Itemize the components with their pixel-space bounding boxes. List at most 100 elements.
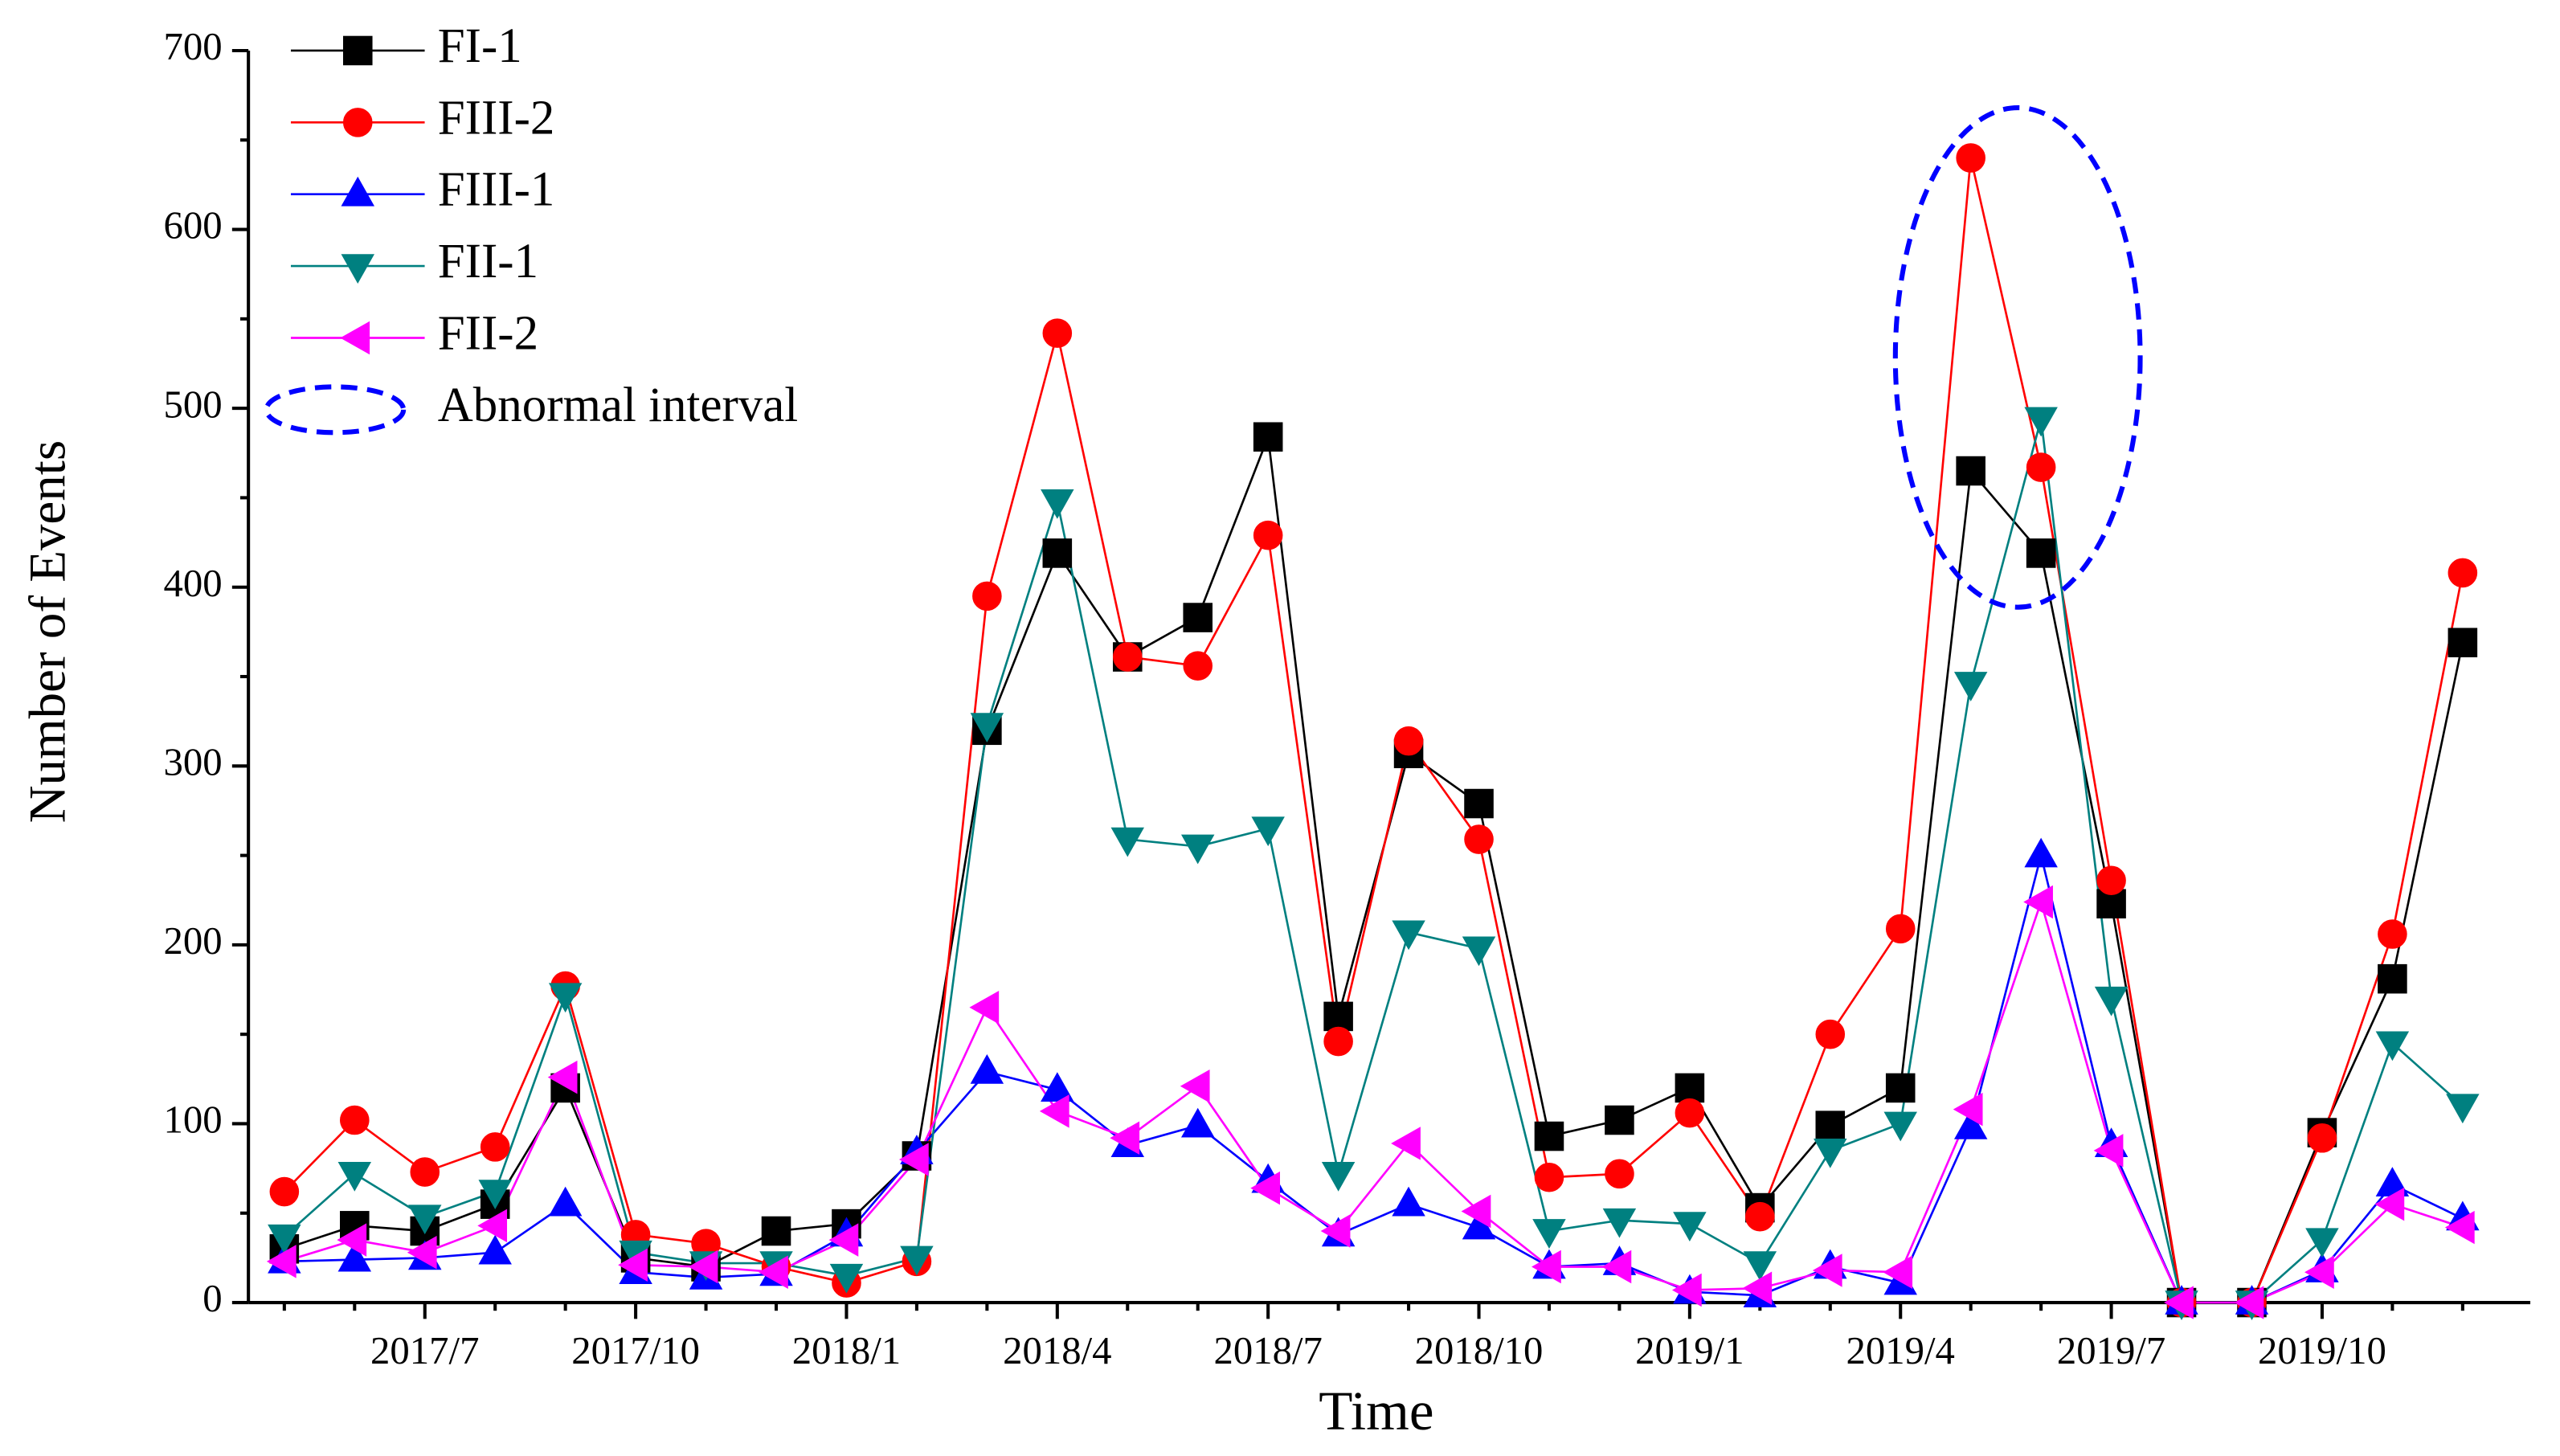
y-tick-label: 100 xyxy=(164,1098,223,1142)
data-point xyxy=(1532,1219,1566,1249)
data-point xyxy=(761,1216,791,1246)
data-point xyxy=(2304,1255,2334,1289)
data-point xyxy=(1042,318,1073,348)
data-point xyxy=(1883,1111,1917,1142)
legend-marker xyxy=(341,176,374,207)
data-point xyxy=(829,1263,864,1294)
data-point xyxy=(1183,651,1213,681)
y-tick-label: 0 xyxy=(202,1277,222,1320)
data-point xyxy=(1183,603,1213,632)
legend-marker xyxy=(341,254,374,284)
data-point xyxy=(548,1186,583,1217)
data-point xyxy=(478,1234,512,1265)
legend-marker xyxy=(340,321,370,355)
data-point xyxy=(900,1245,934,1276)
data-point xyxy=(1601,1249,1632,1284)
data-point xyxy=(2093,1134,2124,1168)
data-point xyxy=(972,581,1002,611)
data-point xyxy=(2378,963,2407,994)
x-axis-label: Time xyxy=(1319,1380,1433,1442)
data-point xyxy=(898,1143,929,1176)
data-point xyxy=(2026,452,2056,482)
data-point xyxy=(1180,1107,1215,1138)
x-tick-label: 2017/10 xyxy=(571,1329,700,1372)
data-point xyxy=(2024,407,2058,437)
y-tick-label: 700 xyxy=(164,25,223,68)
x-tick-label: 2018/1 xyxy=(792,1329,901,1372)
data-point xyxy=(1041,1072,1074,1102)
legend-ellipse xyxy=(264,384,407,436)
data-point xyxy=(1532,1249,1561,1284)
data-point xyxy=(1253,422,1283,452)
data-point xyxy=(1110,827,1145,857)
data-point xyxy=(1673,1212,1707,1242)
data-point xyxy=(337,1223,367,1257)
data-point xyxy=(970,1053,1004,1084)
data-point xyxy=(1462,936,1496,967)
legend-label: FIII-1 xyxy=(438,163,555,217)
data-point xyxy=(268,1224,301,1254)
data-point xyxy=(1039,1094,1069,1128)
data-point xyxy=(2448,558,2478,588)
data-point xyxy=(547,1060,578,1094)
data-point xyxy=(618,1248,648,1282)
data-point xyxy=(2448,628,2478,658)
data-point xyxy=(1605,1159,1634,1189)
data-point xyxy=(1742,1271,1773,1305)
data-point xyxy=(478,1180,512,1209)
data-point xyxy=(1180,834,1215,865)
data-point xyxy=(408,1204,442,1235)
x-tick-label: 2019/10 xyxy=(2258,1329,2386,1372)
data-point xyxy=(477,1209,508,1243)
data-point xyxy=(1392,920,1425,951)
data-point xyxy=(1320,1214,1351,1248)
data-point xyxy=(1815,1019,1846,1049)
data-point xyxy=(407,1235,437,1270)
data-point xyxy=(2026,538,2056,568)
data-point xyxy=(1041,489,1074,519)
legend-label: FII-2 xyxy=(438,306,538,360)
data-point xyxy=(1956,143,1985,173)
y-tick-label: 600 xyxy=(164,204,223,247)
data-point xyxy=(266,1245,296,1278)
data-point xyxy=(337,1161,372,1192)
data-point xyxy=(2374,1187,2405,1221)
data-point xyxy=(688,1249,718,1284)
y-tick-label: 500 xyxy=(164,382,223,426)
data-point xyxy=(970,713,1004,743)
x-tick-label: 2019/7 xyxy=(2057,1329,2165,1372)
data-point xyxy=(410,1157,440,1187)
data-point xyxy=(1042,538,1073,568)
data-point xyxy=(548,983,583,1013)
data-point xyxy=(2446,1094,2480,1124)
data-point xyxy=(1815,1110,1846,1140)
data-point xyxy=(1323,1026,1353,1057)
y-axis-label: Number of Events xyxy=(18,440,76,824)
data-point xyxy=(2305,1228,2339,1258)
data-point xyxy=(1605,1105,1634,1135)
data-point xyxy=(1885,914,1916,944)
data-point xyxy=(759,1255,788,1289)
data-point xyxy=(1953,1092,1983,1127)
data-point xyxy=(1814,1139,1847,1168)
data-point xyxy=(1675,1073,1705,1103)
data-point xyxy=(1250,1171,1280,1205)
legend-label: FII-1 xyxy=(438,235,538,288)
data-point xyxy=(340,1105,370,1135)
data-point xyxy=(2307,1123,2337,1153)
data-point xyxy=(2023,885,2053,919)
data-point xyxy=(1251,816,1285,847)
data-point xyxy=(2444,1210,2475,1245)
legend-marker xyxy=(342,108,373,137)
data-point xyxy=(2375,1031,2410,1061)
data-point xyxy=(1885,1073,1916,1103)
y-tick-label: 400 xyxy=(164,562,223,605)
data-point xyxy=(2234,1286,2264,1319)
data-point xyxy=(1461,1194,1491,1229)
data-point xyxy=(1953,1109,1988,1139)
legend-label: FI-1 xyxy=(438,19,522,73)
data-point xyxy=(1323,1001,1353,1032)
data-point xyxy=(1464,824,1494,854)
y-tick-label: 200 xyxy=(164,919,223,963)
